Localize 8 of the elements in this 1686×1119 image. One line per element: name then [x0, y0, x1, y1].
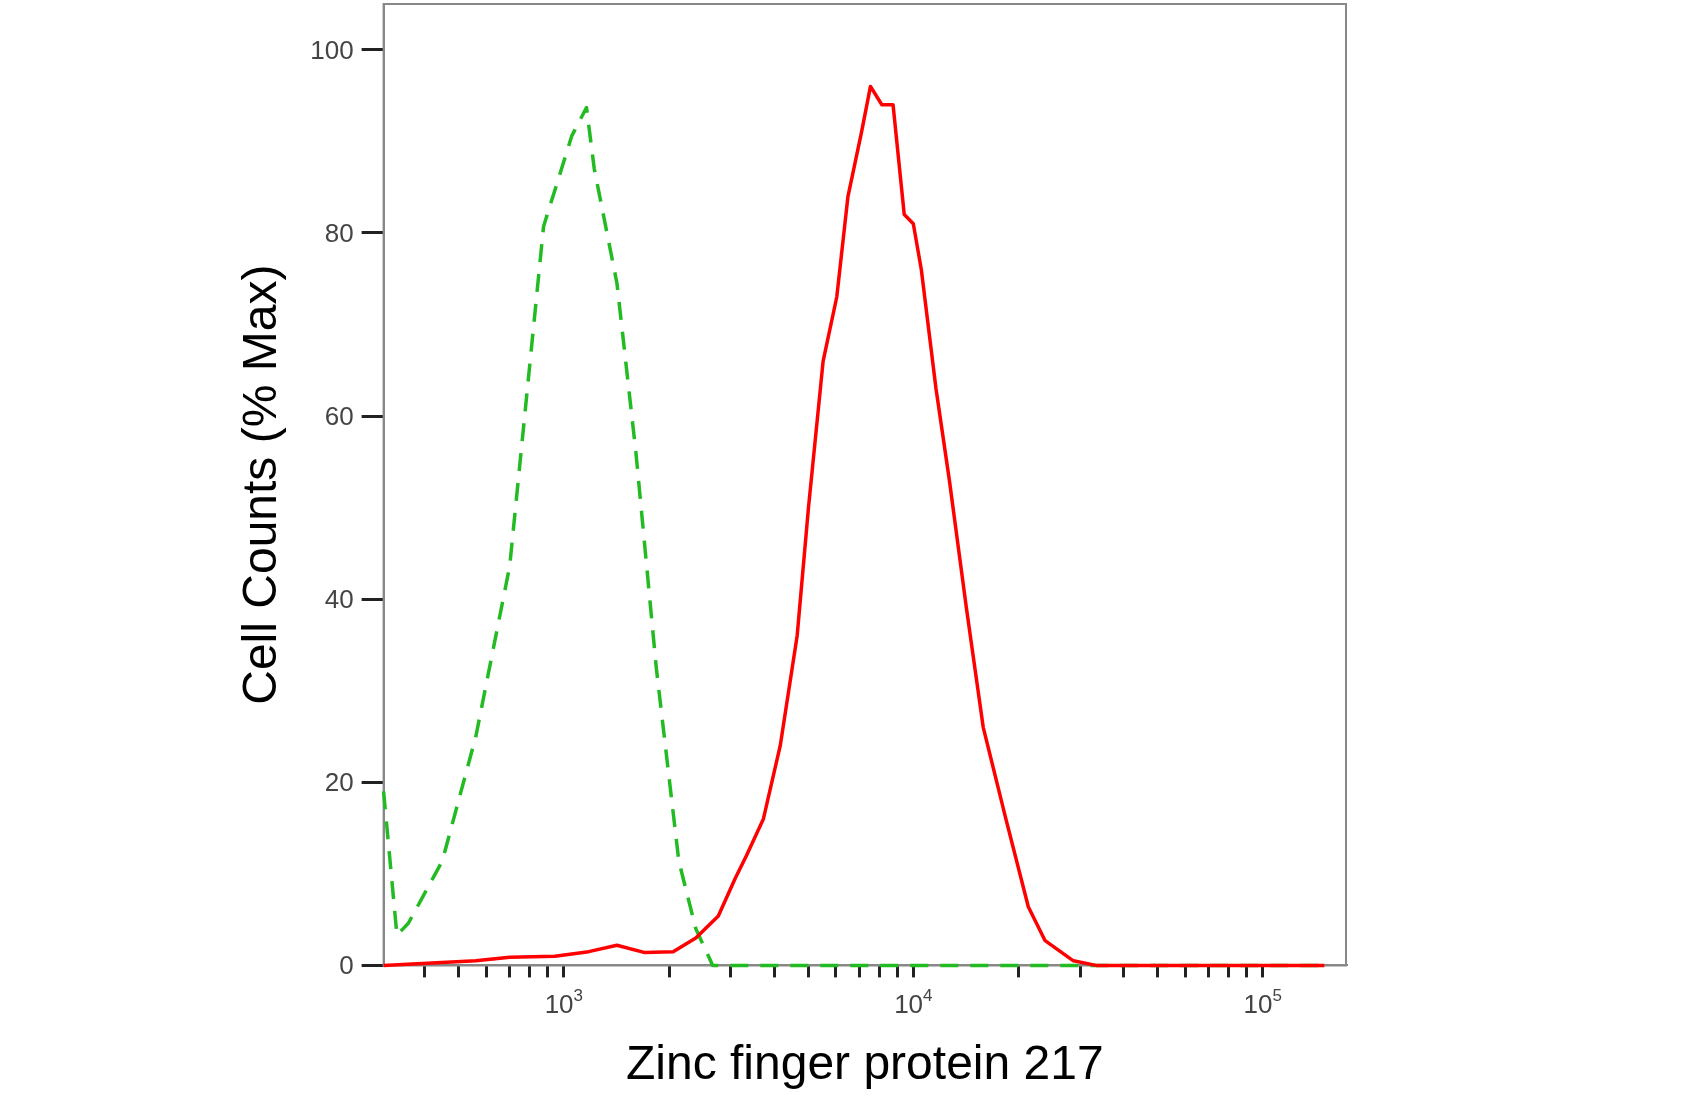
y-tick-label: 0	[339, 950, 354, 981]
y-tick-label: 100	[310, 34, 354, 65]
x-axis-title: Zinc finger protein 217	[626, 1036, 1104, 1090]
y-tick-label: 60	[324, 401, 354, 432]
y-tick-label: 40	[324, 584, 354, 615]
y-axis-title: Cell Counts (% Max)	[233, 264, 287, 705]
y-tick-label: 80	[324, 217, 354, 248]
y-tick-label: 20	[324, 767, 354, 798]
